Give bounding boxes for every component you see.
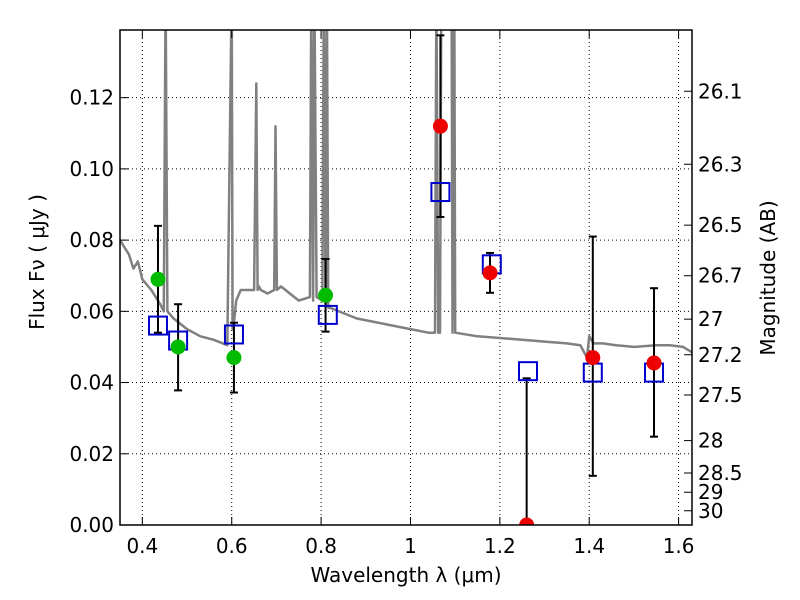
y-tick-label: 0.08	[69, 228, 114, 252]
data-point	[150, 271, 166, 287]
model-point	[517, 361, 538, 382]
data-point	[432, 118, 448, 134]
x-axis-ticks: 0.4 0.6 0.8 1 1.2 1.4 1.6	[126, 30, 695, 558]
y-axis-ticks: 0.00 0.02 0.04 0.06 0.08 0.10 0.12	[69, 86, 128, 537]
magnitude-tick-label: 26.5	[698, 213, 743, 237]
model-point	[223, 324, 244, 345]
data-point	[646, 355, 662, 371]
y-axis-label-left: Flux Fν ( μJy )	[25, 194, 49, 330]
magnitude-tick-label: 26.1	[698, 79, 743, 103]
model-point	[317, 304, 338, 325]
y-tick-label: 0.06	[69, 299, 114, 323]
model-point	[147, 315, 168, 336]
magnitude-tick-label: 26.3	[698, 152, 743, 176]
x-tick-label: 1.6	[663, 534, 695, 558]
y-tick-label: 0.00	[69, 513, 114, 537]
data-point	[318, 287, 334, 303]
x-tick-label: 0.6	[216, 534, 248, 558]
data-point	[226, 350, 242, 366]
x-axis-label: Wavelength λ (μm)	[310, 563, 501, 587]
x-tick-label: 0.8	[305, 534, 337, 558]
magnitude-tick-label: 30	[698, 499, 723, 523]
y-axis-label-right: Magnitude (AB)	[756, 200, 780, 355]
magnitude-tick-label: 28.5	[698, 461, 743, 485]
data-point	[482, 265, 498, 281]
y-tick-label: 0.10	[69, 157, 114, 181]
magnitude-tick-label: 26.7	[698, 264, 743, 288]
plot-area	[120, 30, 692, 525]
x-tick-label: 1	[404, 534, 417, 558]
observed-flux-markers	[150, 118, 662, 525]
x-tick-label: 1.2	[484, 534, 516, 558]
plot-frame	[119, 29, 693, 526]
magnitude-tick-label: 27.2	[698, 343, 743, 367]
y-tick-label: 0.04	[69, 371, 114, 395]
y-tick-label: 0.12	[69, 86, 114, 110]
magnitude-tick-label: 27.5	[698, 383, 743, 407]
data-point	[585, 350, 601, 366]
x-tick-label: 0.4	[126, 534, 158, 558]
data-point	[170, 339, 186, 355]
y-tick-label: 0.02	[69, 442, 114, 466]
data-point	[519, 517, 535, 525]
model-point	[430, 182, 451, 203]
x-tick-label: 1.4	[573, 534, 605, 558]
magnitude-tick-label: 28	[698, 429, 723, 453]
magnitude-tick-label: 27	[698, 307, 723, 331]
magnitude-tick-label: 29	[698, 480, 723, 504]
